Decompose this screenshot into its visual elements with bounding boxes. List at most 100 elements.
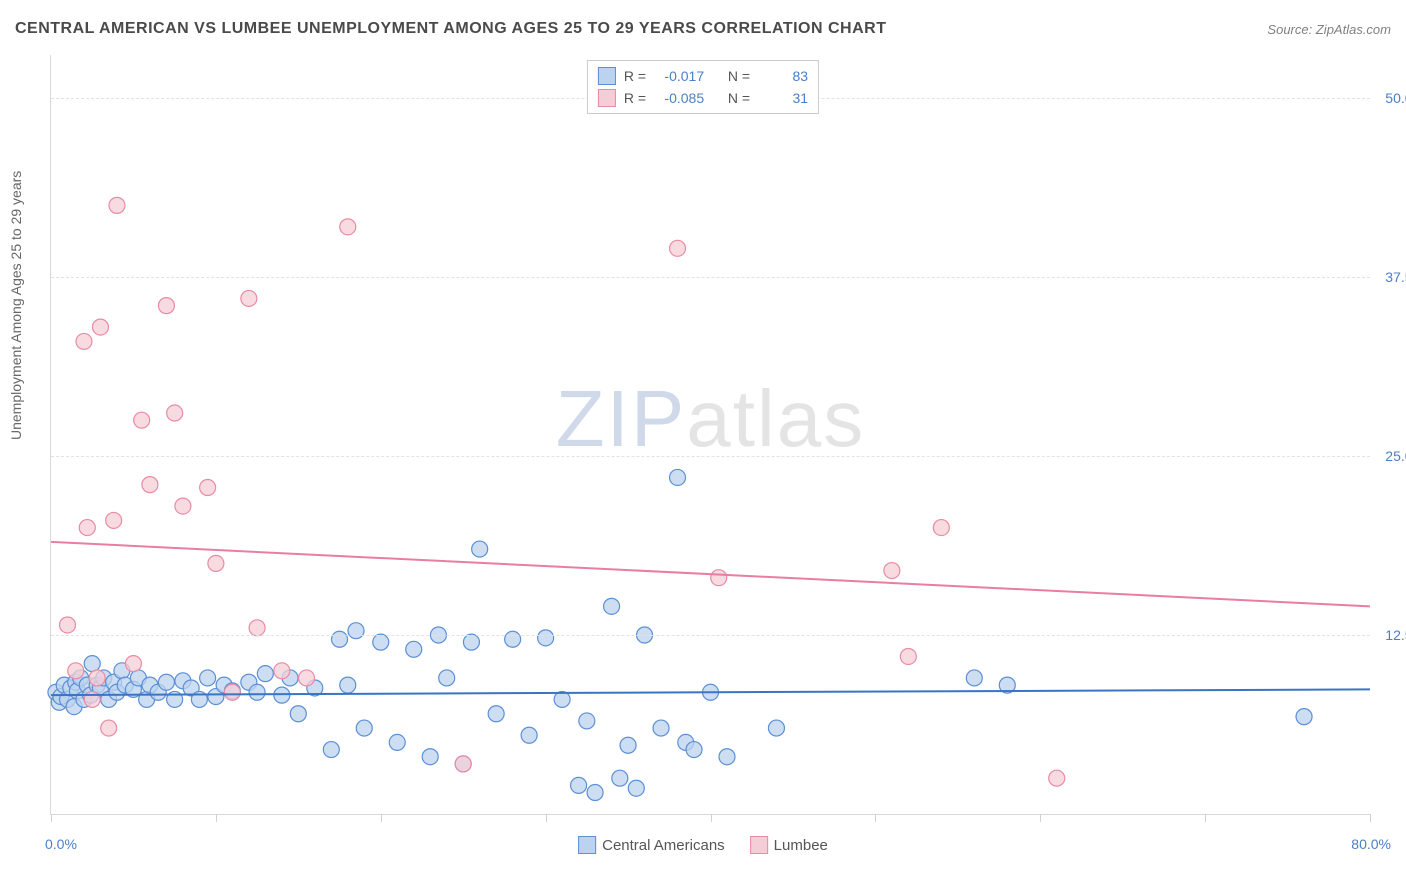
- data-point: [389, 734, 405, 750]
- x-tick: [1205, 814, 1206, 822]
- data-point: [686, 742, 702, 758]
- x-tick: [546, 814, 547, 822]
- data-point: [604, 598, 620, 614]
- data-point: [439, 670, 455, 686]
- x-tick: [381, 814, 382, 822]
- source-attribution: Source: ZipAtlas.com: [1267, 22, 1391, 37]
- data-point: [109, 197, 125, 213]
- stat-n-value: 31: [758, 90, 808, 106]
- x-tick: [216, 814, 217, 822]
- correlation-legend: R =-0.017 N =83R =-0.085 N =31: [587, 60, 819, 114]
- regression-line: [51, 542, 1370, 606]
- data-point: [521, 727, 537, 743]
- data-point: [340, 677, 356, 693]
- data-point: [92, 319, 108, 335]
- data-point: [299, 670, 315, 686]
- data-point: [241, 290, 257, 306]
- data-point: [142, 477, 158, 493]
- data-point: [488, 706, 504, 722]
- data-point: [200, 479, 216, 495]
- data-point: [323, 742, 339, 758]
- data-point: [68, 663, 84, 679]
- data-point: [966, 670, 982, 686]
- data-point: [620, 737, 636, 753]
- y-tick-label: 12.5%: [1375, 627, 1406, 643]
- data-point: [249, 684, 265, 700]
- data-point: [84, 656, 100, 672]
- data-point: [612, 770, 628, 786]
- data-point: [463, 634, 479, 650]
- source-label: Source:: [1267, 22, 1312, 37]
- stat-r-label: R =: [624, 68, 646, 84]
- data-point: [200, 670, 216, 686]
- x-tick: [1040, 814, 1041, 822]
- gridline: [51, 635, 1370, 636]
- data-point: [455, 756, 471, 772]
- data-point: [719, 749, 735, 765]
- data-point: [89, 670, 105, 686]
- data-point: [373, 634, 389, 650]
- legend-row: R =-0.085 N =31: [598, 87, 808, 109]
- data-point: [101, 720, 117, 736]
- scatter-plot-svg: [51, 55, 1370, 814]
- data-point: [711, 570, 727, 586]
- data-point: [472, 541, 488, 557]
- gridline: [51, 456, 1370, 457]
- source-value: ZipAtlas.com: [1316, 22, 1391, 37]
- legend-item: Central Americans: [578, 836, 725, 854]
- data-point: [76, 333, 92, 349]
- data-point: [356, 720, 372, 736]
- data-point: [933, 520, 949, 536]
- legend-swatch: [578, 836, 596, 854]
- stat-n-value: 83: [758, 68, 808, 84]
- data-point: [579, 713, 595, 729]
- data-point: [571, 777, 587, 793]
- gridline: [51, 277, 1370, 278]
- data-point: [538, 630, 554, 646]
- legend-row: R = -0.017 N = 83: [598, 65, 808, 87]
- data-point: [768, 720, 784, 736]
- data-point: [670, 469, 686, 485]
- x-tick: [875, 814, 876, 822]
- legend-swatch: [598, 67, 616, 85]
- data-point: [274, 663, 290, 679]
- data-point: [158, 298, 174, 314]
- x-tick: [711, 814, 712, 822]
- plot-area: ZIPatlas 12.5%25.0%37.5%50.0%: [50, 55, 1370, 815]
- data-point: [158, 674, 174, 690]
- data-point: [79, 520, 95, 536]
- data-point: [290, 706, 306, 722]
- data-point: [167, 405, 183, 421]
- x-tick: [1370, 814, 1371, 822]
- data-point: [332, 631, 348, 647]
- data-point: [84, 691, 100, 707]
- x-axis-max-label: 80.0%: [1351, 836, 1391, 852]
- data-point: [406, 641, 422, 657]
- legend-swatch: [750, 836, 768, 854]
- y-tick-label: 25.0%: [1375, 448, 1406, 464]
- y-axis-label: Unemployment Among Ages 25 to 29 years: [8, 171, 24, 440]
- legend-label: Lumbee: [774, 837, 828, 854]
- legend-item: Lumbee: [750, 836, 828, 854]
- data-point: [884, 563, 900, 579]
- stat-r-value: -0.017: [654, 68, 704, 84]
- stat-n-label: N =: [728, 68, 750, 84]
- data-point: [628, 780, 644, 796]
- data-point: [1296, 709, 1312, 725]
- data-point: [653, 720, 669, 736]
- stat-n-label: N =: [728, 90, 750, 106]
- data-point: [1049, 770, 1065, 786]
- data-point: [422, 749, 438, 765]
- legend-label: Central Americans: [602, 837, 725, 854]
- x-tick: [51, 814, 52, 822]
- data-point: [348, 623, 364, 639]
- data-point: [505, 631, 521, 647]
- chart-title: CENTRAL AMERICAN VS LUMBEE UNEMPLOYMENT …: [15, 20, 887, 38]
- data-point: [106, 512, 122, 528]
- data-point: [175, 498, 191, 514]
- x-axis-min-label: 0.0%: [45, 836, 77, 852]
- data-point: [670, 240, 686, 256]
- data-point: [224, 684, 240, 700]
- data-point: [340, 219, 356, 235]
- y-tick-label: 37.5%: [1375, 269, 1406, 285]
